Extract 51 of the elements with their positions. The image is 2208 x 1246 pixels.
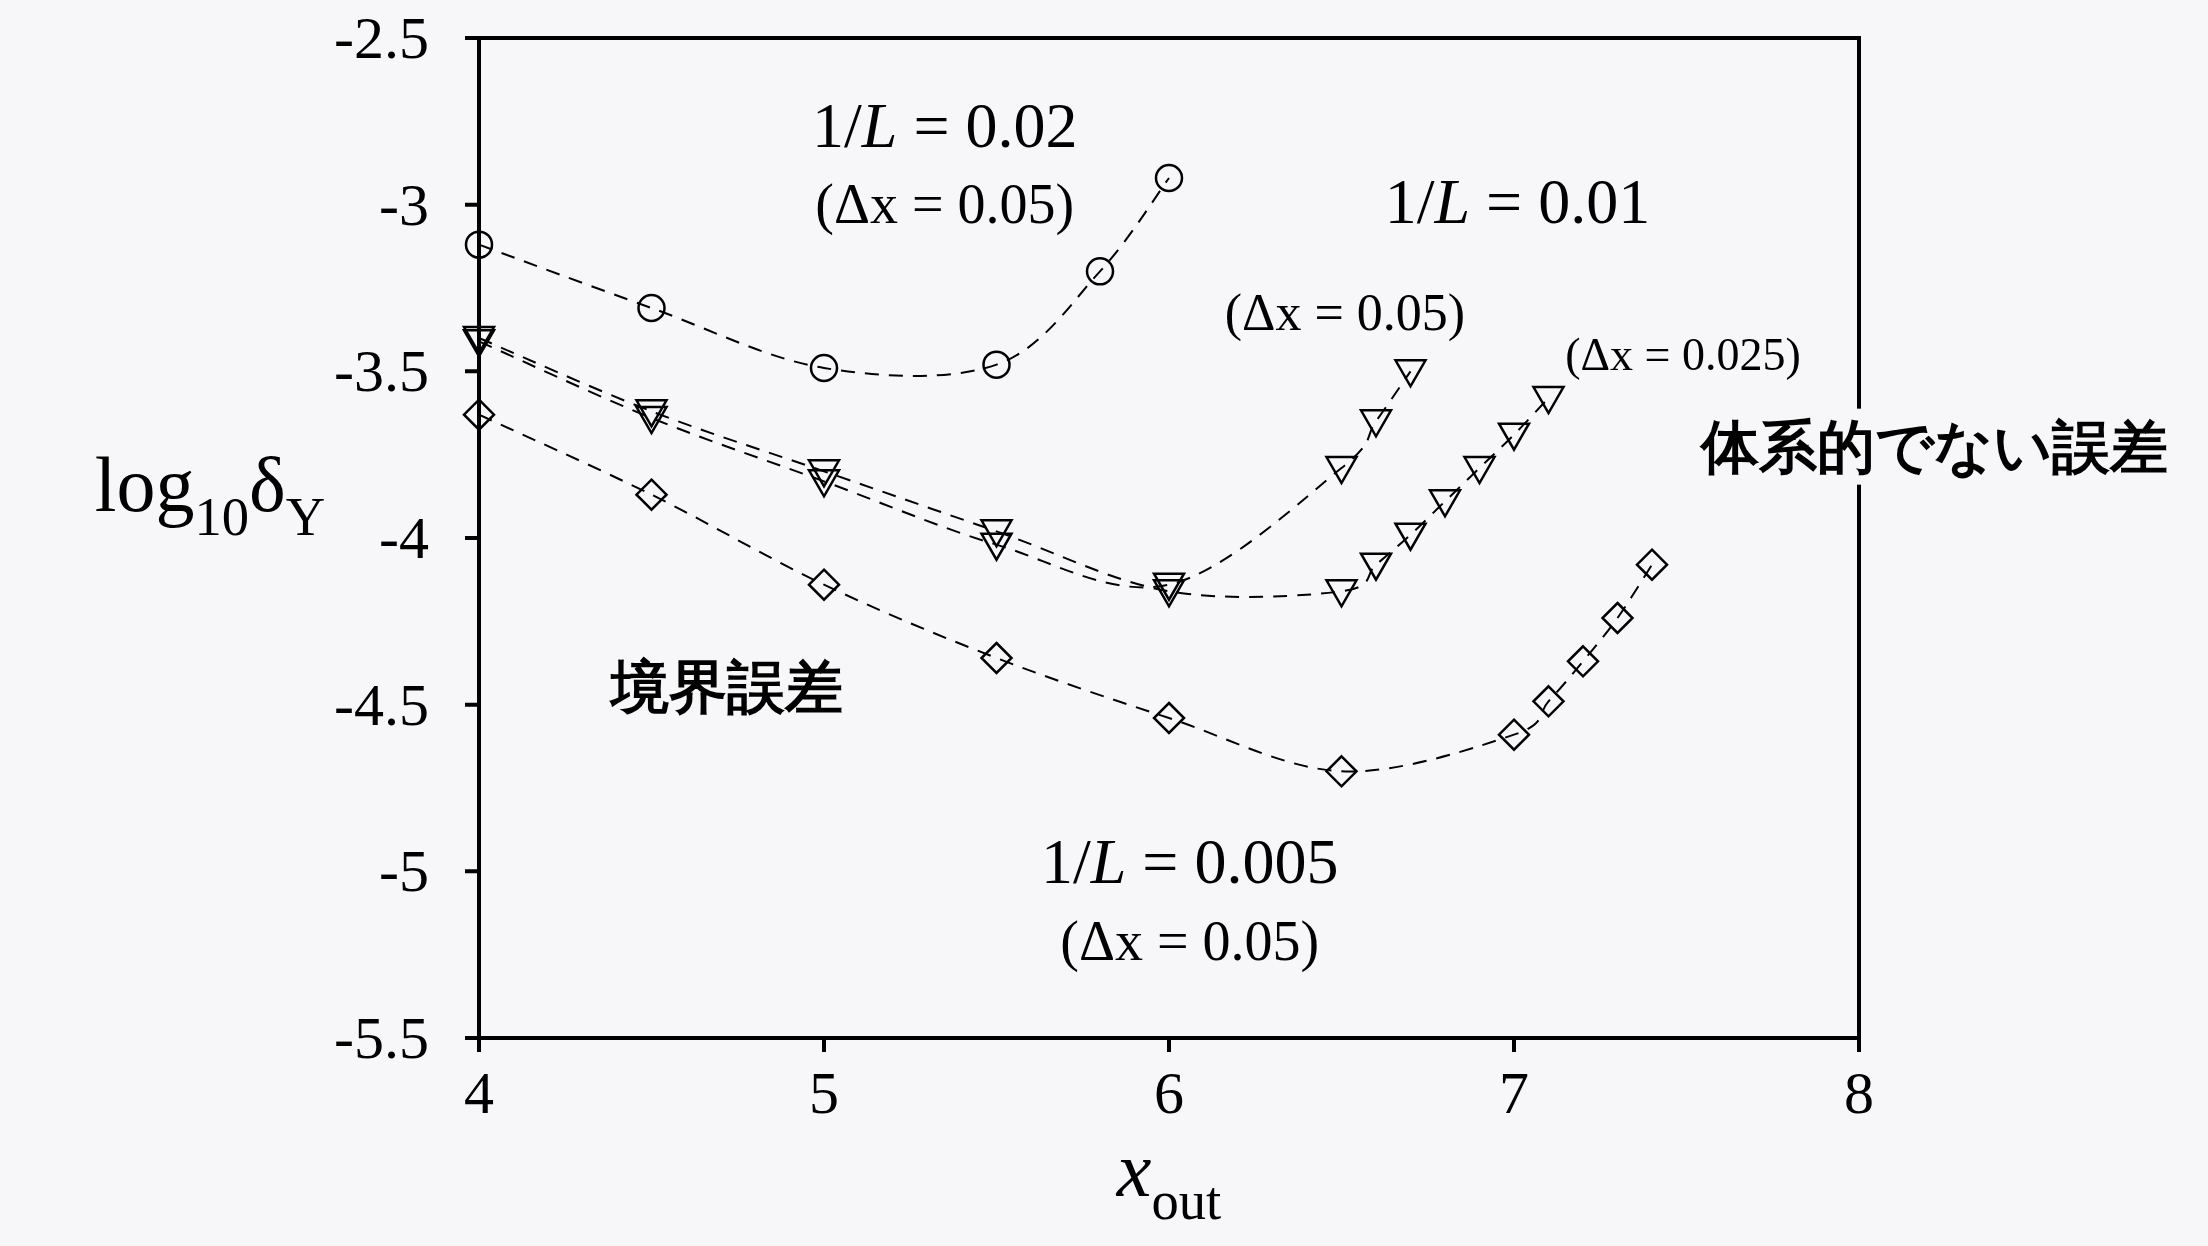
point <box>1463 455 1496 485</box>
y-tick-label: -5 <box>379 838 429 905</box>
y-tick-label: -5.5 <box>334 1005 429 1071</box>
point <box>1532 685 1565 718</box>
point <box>807 469 841 498</box>
annotation: 体系的でない誤差 <box>1699 412 2169 481</box>
point <box>807 459 841 488</box>
x-tick-label: 7 <box>1499 1060 1529 1126</box>
point <box>807 568 841 601</box>
point <box>980 519 1013 548</box>
point <box>1359 552 1393 581</box>
point <box>980 532 1013 561</box>
x-tick-label: 6 <box>1154 1060 1184 1126</box>
point <box>1152 572 1186 601</box>
point <box>635 399 668 428</box>
point <box>635 478 668 511</box>
point <box>1635 548 1669 581</box>
point <box>1394 522 1427 551</box>
point <box>1359 409 1393 438</box>
point <box>1532 385 1565 415</box>
point <box>1497 718 1531 751</box>
point <box>1325 755 1358 788</box>
point <box>1325 579 1358 608</box>
annotation: 境界誤差 <box>609 652 844 721</box>
annotation: (Δx = 0.05) <box>1060 910 1320 973</box>
point <box>1394 359 1427 388</box>
x-tick-label: 5 <box>809 1060 839 1126</box>
point <box>1325 455 1358 485</box>
point <box>1428 489 1462 518</box>
point <box>1566 645 1600 678</box>
y-tick-label: -4 <box>379 505 429 571</box>
y-tick-label: -4.5 <box>334 671 429 738</box>
point <box>1601 601 1634 635</box>
y-tick-label: -2.5 <box>334 5 429 71</box>
point <box>1152 579 1186 608</box>
annotation: 1/L = 0.01 <box>1384 166 1651 238</box>
annotation: 1/L = 0.02 <box>812 89 1078 161</box>
point <box>635 405 668 435</box>
annotation: (Δx = 0.05) <box>1224 284 1466 342</box>
point <box>1152 701 1186 735</box>
x-axis-title: x$_{out}$ <box>1115 1126 1222 1232</box>
x-tick-label: 8 <box>1844 1060 1874 1126</box>
y-tick-label: -3.5 <box>334 338 429 405</box>
point <box>980 641 1013 675</box>
y-tick-label: -3 <box>379 171 429 238</box>
annotation: (Δx = 0.05) <box>815 173 1075 237</box>
annotation: (Δx = 0.025) <box>1565 329 1801 380</box>
y-axis-title: log$_{10}$δ$_{Y}$ <box>94 441 326 547</box>
point <box>1497 422 1531 451</box>
annotation: 1/L = 0.005 <box>1040 826 1339 898</box>
x-tick-label: 4 <box>464 1060 494 1126</box>
